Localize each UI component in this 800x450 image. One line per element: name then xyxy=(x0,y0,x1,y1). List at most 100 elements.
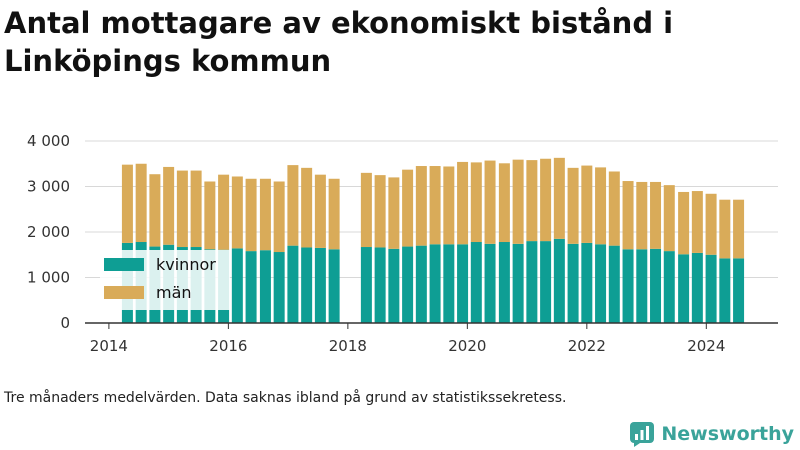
bar-man xyxy=(301,167,313,248)
y-tick-label: 3 000 xyxy=(27,178,70,196)
bar-kvinnor xyxy=(498,242,510,323)
bar-man xyxy=(402,169,414,247)
bar-kvinnor xyxy=(622,249,634,323)
bar-man xyxy=(526,160,538,242)
bar-kvinnor xyxy=(273,252,285,323)
y-tick-label: 0 xyxy=(60,314,70,332)
bar-kvinnor xyxy=(553,238,565,323)
bar-man xyxy=(678,191,690,255)
bar-kvinnor xyxy=(733,258,745,323)
bar-man xyxy=(443,166,455,245)
legend-swatch xyxy=(104,286,144,299)
bar-man xyxy=(498,163,510,243)
bar-man xyxy=(287,165,299,246)
bar-man xyxy=(650,181,662,249)
newsworthy-logo-icon xyxy=(630,422,655,447)
bar-kvinnor xyxy=(663,251,675,323)
bar-man xyxy=(245,178,257,252)
bar-man xyxy=(691,191,703,253)
bar-man xyxy=(135,163,147,243)
legend-swatch xyxy=(104,258,144,271)
x-tick-label: 2018 xyxy=(329,337,367,355)
legend-label: kvinnor xyxy=(156,255,216,274)
bar-kvinnor xyxy=(608,245,620,323)
bar-kvinnor xyxy=(314,247,326,323)
bar-kvinnor xyxy=(374,247,386,323)
bar-kvinnor xyxy=(402,246,414,323)
bar-kvinnor xyxy=(245,251,257,323)
bar-kvinnor xyxy=(470,242,482,323)
bar-man xyxy=(259,178,271,251)
bar-kvinnor xyxy=(415,245,427,323)
bar-man xyxy=(484,160,496,244)
bar-man xyxy=(190,170,202,248)
bar-kvinnor xyxy=(540,241,552,323)
y-axis-ticks: 0 1 000 2 000 3 000 4 000 xyxy=(27,132,70,332)
legend-label: män xyxy=(156,283,192,302)
bar-man xyxy=(470,162,482,243)
bar-man xyxy=(608,171,620,246)
bar-man xyxy=(176,170,188,248)
chart-title: Antal mottagare av ekonomiskt bistånd i … xyxy=(4,6,674,78)
bar-kvinnor xyxy=(691,252,703,323)
bar-man xyxy=(457,161,469,245)
bar-man xyxy=(636,181,648,250)
y-tick-label: 4 000 xyxy=(27,132,70,150)
bar-man xyxy=(429,166,441,245)
bar-man xyxy=(273,181,285,253)
x-tick-label: 2016 xyxy=(209,337,247,355)
bar-man xyxy=(415,166,427,246)
bar-man xyxy=(374,175,386,248)
bar-man xyxy=(218,174,230,250)
bar-kvinnor xyxy=(301,247,313,323)
bars xyxy=(121,157,745,323)
bar-kvinnor xyxy=(678,254,690,323)
bar-man xyxy=(149,174,161,247)
bar-kvinnor xyxy=(650,248,662,323)
bar-kvinnor xyxy=(328,249,340,323)
bar-kvinnor xyxy=(512,243,524,323)
bar-kvinnor xyxy=(581,242,593,323)
bar-man xyxy=(719,199,731,259)
bar-kvinnor xyxy=(360,247,372,323)
bar-kvinnor xyxy=(719,258,731,323)
bar-man xyxy=(121,164,133,243)
brand-name: Newsworthy xyxy=(661,423,794,445)
bar-kvinnor xyxy=(231,248,243,323)
x-tick-label: 2014 xyxy=(90,337,128,355)
bar-man xyxy=(540,158,552,242)
bar-man xyxy=(388,177,400,249)
bar-kvinnor xyxy=(287,245,299,323)
bar-man xyxy=(581,165,593,243)
bar-man xyxy=(705,193,717,255)
bar-kvinnor xyxy=(636,249,648,323)
bar-man xyxy=(663,185,675,252)
x-tick-label: 2020 xyxy=(448,337,486,355)
x-tick-label: 2022 xyxy=(568,337,606,355)
x-axis: 2014 2016 2018 2020 2022 2024 xyxy=(85,322,778,355)
bar-man xyxy=(512,159,524,244)
y-tick-label: 2 000 xyxy=(27,223,70,241)
brand-logo: Newsworthy xyxy=(629,420,794,448)
y-tick-label: 1 000 xyxy=(27,269,70,287)
bar-kvinnor xyxy=(429,244,441,323)
bar-man xyxy=(360,172,372,248)
bar-man xyxy=(314,174,326,248)
bar-man xyxy=(163,166,175,245)
bar-man xyxy=(595,167,607,245)
bar-kvinnor xyxy=(388,248,400,323)
legend: kvinnor män xyxy=(100,250,230,310)
bar-man xyxy=(567,167,579,244)
bar-man xyxy=(204,181,216,250)
bar-kvinnor xyxy=(567,243,579,323)
x-tick-label: 2024 xyxy=(687,337,725,355)
bar-man xyxy=(328,178,340,250)
bar-kvinnor xyxy=(259,250,271,323)
bar-kvinnor xyxy=(526,241,538,323)
bar-kvinnor xyxy=(705,254,717,323)
bar-man xyxy=(231,176,243,249)
bar-kvinnor xyxy=(457,244,469,323)
footnote: Tre månaders medelvärden. Data saknas ib… xyxy=(4,390,567,406)
bar-man xyxy=(553,157,565,239)
